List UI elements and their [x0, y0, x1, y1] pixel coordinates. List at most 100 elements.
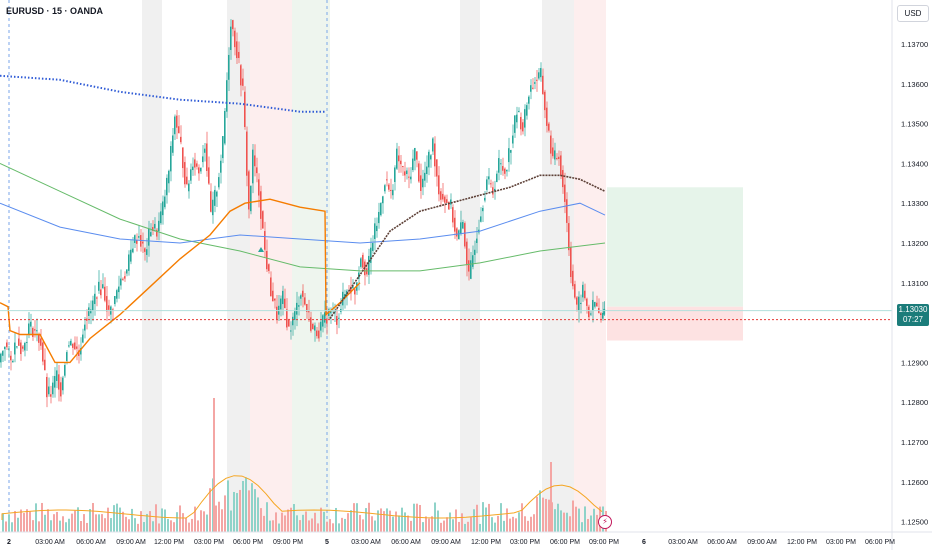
candle-body [112, 309, 114, 311]
candle-body [514, 115, 516, 133]
candle-body [506, 169, 508, 172]
candle-body [584, 290, 586, 299]
candle-body [564, 184, 566, 202]
candle-body [86, 318, 88, 321]
volume-bar [125, 516, 127, 532]
volume-bar [80, 521, 82, 532]
volume-bar [110, 518, 112, 532]
candle-body [392, 189, 394, 196]
candle-body [306, 304, 308, 312]
volume-bar [89, 509, 91, 532]
volume-bar [497, 515, 499, 532]
vwap-line [0, 198, 361, 364]
time-tick-label: 03:00 PM [826, 539, 856, 546]
symbol-title[interactable]: EURUSD · 15 · OANDA [6, 6, 104, 16]
volume-bar [590, 515, 592, 532]
candle-body [0, 353, 2, 363]
volume-bar [56, 511, 58, 532]
candle-body [182, 147, 184, 169]
volume-bar [269, 520, 271, 532]
time-tick-label: 09:00 AM [747, 539, 777, 546]
volume-bar [353, 503, 355, 532]
candle-body [312, 323, 314, 329]
candle-body [260, 191, 262, 219]
candle-body [22, 346, 24, 349]
candle-body [600, 313, 602, 316]
candle-body [50, 394, 52, 397]
candle-body [382, 196, 384, 204]
volume-bar [446, 517, 448, 532]
volume-bar [452, 519, 454, 532]
volume-bar [29, 511, 31, 532]
candle-body [416, 151, 418, 160]
candle-body [502, 166, 504, 171]
volume-bar [53, 514, 55, 532]
volume-bar [68, 518, 70, 532]
volume-bar [548, 499, 550, 532]
volume-bar [119, 507, 121, 532]
candle-body [518, 110, 520, 112]
trade-marker [258, 247, 264, 252]
volume-bar [404, 512, 406, 532]
candle-body [440, 191, 442, 200]
volume-bar [521, 503, 523, 532]
volume-bar [236, 493, 238, 532]
time-tick-label: 2 [7, 539, 11, 546]
ema-fast-line [329, 174, 606, 320]
candle-body [64, 365, 66, 376]
volume-bar [365, 508, 367, 532]
volume-bar [251, 483, 253, 532]
candle-body [568, 223, 570, 251]
time-tick-label: 12:00 PM [787, 539, 817, 546]
time-tick-label: 09:00 PM [273, 539, 303, 546]
candle-body [220, 160, 222, 173]
candle-body [10, 355, 12, 361]
candle-body [302, 290, 304, 297]
candle-body [588, 306, 590, 318]
volume-bar [455, 509, 457, 532]
candle-body [308, 310, 310, 313]
volume-bar [188, 522, 190, 532]
candle-body [118, 286, 120, 293]
candle-body [434, 143, 436, 167]
volume-bar [263, 515, 265, 532]
candle-body [226, 80, 228, 112]
lightning-icon[interactable]: ⚡ [598, 515, 612, 529]
candle-body [122, 278, 124, 280]
candle-body [272, 290, 274, 302]
candle-body [532, 87, 534, 89]
candle-body [282, 290, 284, 305]
volume-bar [587, 518, 589, 532]
time-tick-label: 06:00 PM [550, 539, 580, 546]
currency-button[interactable]: USD [897, 5, 929, 22]
volume-bar [398, 515, 400, 532]
volume-bar [38, 521, 40, 532]
candle-body [4, 346, 6, 350]
candle-body [550, 135, 552, 154]
volume-bar [206, 514, 208, 532]
candle-body [374, 223, 376, 240]
volume-bar [389, 510, 391, 532]
volume-bar [563, 512, 565, 532]
price-tick-label: 1.12500 [901, 518, 928, 527]
volume-bar [566, 512, 568, 532]
volume-bar [170, 520, 172, 532]
candle-body [526, 105, 528, 116]
candle-body [170, 146, 172, 172]
volume-bar [509, 518, 511, 532]
volume-bar [113, 505, 115, 532]
candle-body [380, 203, 382, 216]
candle-body [268, 264, 270, 271]
volume-bar [233, 491, 235, 532]
session-band [227, 0, 250, 532]
candle-body [262, 211, 264, 229]
volume-bar [506, 508, 508, 532]
volume-bar [410, 520, 412, 532]
volume-bar [161, 508, 163, 532]
volume-bar [536, 496, 538, 532]
candle-body [384, 185, 386, 192]
price-tick-label: 1.13500 [901, 120, 928, 129]
candle-body [142, 241, 144, 244]
candle-body [216, 191, 218, 197]
